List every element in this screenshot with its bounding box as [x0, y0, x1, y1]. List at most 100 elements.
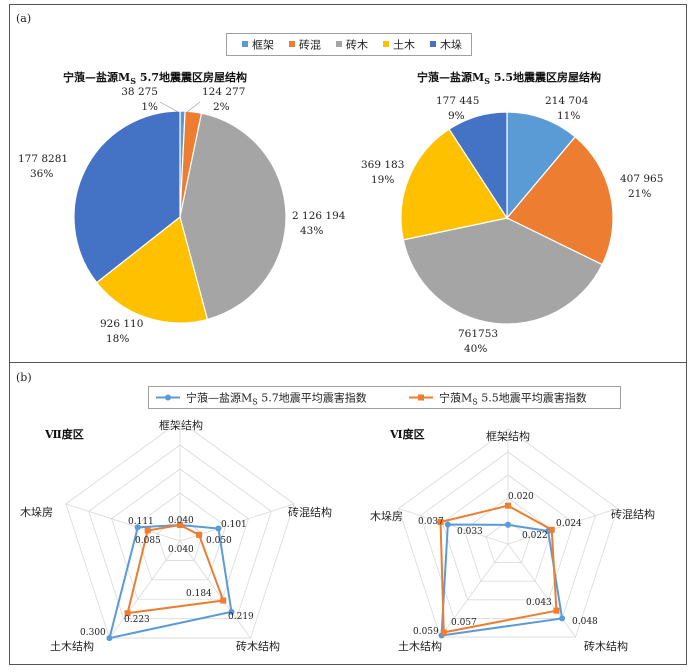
radar1-value-s1-kuangjia: 0.040 [168, 516, 194, 526]
pie2-label-percent-zhuanhun: 21% [628, 188, 651, 200]
pie-legend-label-muduo: 木垛 [440, 39, 462, 52]
pie-legend-swatch-zhuanhun [289, 41, 295, 47]
radar2-value-s2-tumu: 0.057 [451, 618, 477, 628]
radar1-series1-point-zhuanmu [228, 608, 235, 615]
radar2-series2-point-muduo [437, 519, 444, 526]
pie1-label-value-kuangjia: 38 275 [121, 86, 158, 98]
panel-b-frame [9, 362, 687, 665]
pie1-label-percent-zhuanhun: 2% [213, 101, 230, 113]
radar-legend-marker-series1 [165, 394, 171, 401]
radar2-grid-spoke [440, 543, 509, 638]
pie-legend: 框架 砖混 砖木 土木 木垛 [226, 33, 472, 56]
radar2-value-s1-zhuanmu: 0.048 [572, 617, 598, 627]
pie1-labels: 38 275 1% 124 277 2% 2 126 194 43% 926 1… [18, 86, 346, 345]
radar2-axis-muduo: 木垛房 [370, 510, 403, 523]
radar1-grid-ring [156, 516, 204, 561]
radar1-series2-point-tumu [124, 610, 131, 617]
radar2-series2-point-zhuanmu [553, 607, 560, 614]
radar1-series1-point-muduo [134, 524, 141, 531]
pie2-label-percent-tumu: 19% [371, 174, 394, 186]
radar1-series2-line [126, 523, 225, 615]
radar1-grid-ring [65, 420, 295, 639]
radar1-grid-spoke [179, 540, 251, 639]
radar1-value-s2-tumu: 0.223 [124, 615, 150, 625]
radar-legend: 宁蒗—盐源MS 5.7地震平均震害指数 宁蒗MS 5.5地震平均震害指数 [148, 386, 621, 409]
radar2-intensity-label: Ⅵ度区 [389, 427, 425, 441]
radar2-grid-spoke [398, 508, 509, 545]
radar1-grid-spoke [109, 540, 181, 639]
pie2-label-value-muduo: 177 445 [436, 95, 479, 107]
radar2-axis-zhuanmu: 砖木结构 [584, 639, 628, 653]
pie2-label-value-tumu: 369 183 [361, 159, 404, 171]
radar2-grid-spoke [507, 543, 576, 638]
radar2-value-s2-muduo: 0.037 [418, 517, 444, 527]
radar1-series1-line [108, 523, 233, 640]
pie2-label-value-zhuanmu: 761753 [458, 328, 498, 340]
pie2-slice-zhuanhun [506, 135, 614, 266]
radar2-axis-tumu: 土木结构 [398, 639, 442, 653]
radar1-series1-point-zhuanhun [215, 525, 222, 532]
radar1-grid-ring [111, 468, 249, 600]
radar1-axis-zhuanmu: 砖木结构 [236, 639, 280, 653]
radar1-axis-kuangjia: 框架结构 [159, 418, 203, 432]
radar2-value-s1-tumu: 0.059 [413, 627, 439, 637]
radar2-axis-labels: 框架结构 砖混结构 砖木结构 土木结构 木垛房 [370, 429, 655, 653]
radar1-axis-muduo: 木垛房 [20, 506, 53, 519]
pie2-slice-zhuanmu [402, 217, 604, 325]
radar2-grid-ring [485, 520, 531, 564]
pie2-label-percent-muduo: 9% [448, 110, 465, 122]
radar1-axis-labels: 框架结构 砖混结构 砖木结构 土木结构 木垛房 [20, 418, 332, 653]
radar2-grid-ring [398, 428, 618, 638]
panel-b-label: (b) [16, 371, 32, 384]
pie1-label-percent-kuangjia: 1% [141, 101, 158, 113]
radar2-value-labels: 0.020 0.024 0.022 0.048 0.043 0.059 0.05… [413, 492, 598, 637]
radar2-series1-line [440, 523, 564, 637]
radar1-intensity-label: Ⅶ度区 [44, 427, 84, 441]
radar1-axis-zhuanhun: 砖混结构 [288, 505, 332, 519]
radar1-value-s1-zhuanmu: 0.219 [228, 612, 254, 622]
pie-legend-swatch-muduo [430, 41, 436, 47]
pie2-slice-muduo [448, 111, 508, 221]
pie2-labels: 214 704 11% 407 965 21% 761753 40% 369 1… [361, 95, 663, 355]
pie2-label-value-kuangjia: 214 704 [545, 95, 589, 107]
radar2-series2-point-zhuanhun [548, 526, 555, 533]
radar1-series2-point-zhuanmu [220, 597, 227, 604]
radar-legend-label-series1: 宁蒗—盐源MS 5.7地震平均震害指数 [186, 391, 367, 407]
radar1-series2-point-muduo [144, 527, 151, 534]
radar1-value-s1-tumu: 0.300 [80, 628, 106, 638]
radar2-series2-line [439, 504, 558, 634]
radar2-grid-spoke [507, 508, 618, 545]
pie2-label-value-zhuanhun: 407 965 [620, 173, 663, 185]
pie2-label-percent-zhuanmu: 40% [464, 343, 487, 355]
radar2-series1-point-kuangjia [505, 521, 511, 528]
pie1-label-value-muduo: 177 8281 [18, 153, 68, 165]
pie-legend-label-zhuanmu: 砖木 [346, 38, 368, 52]
pie1-label-value-zhuanhun: 124 277 [202, 86, 245, 98]
radar1-series2-point-zhuanhun [196, 531, 203, 538]
radar2-value-s2-zhuanhun: 0.024 [556, 519, 582, 529]
radar1-value-s2-zhuanhun: 0.050 [206, 536, 232, 546]
pie1-leader-kuangjia [159, 101, 179, 113]
pie-legend-label-kuangjia: 框架 [252, 39, 274, 52]
radar1-value-s2-kuangjia: 0.040 [168, 545, 194, 555]
radar2-grid-ring [441, 474, 575, 601]
radar1-series1-point-tumu [106, 635, 113, 642]
radar-legend-label-series2: 宁蒗MS 5.5地震平均震害指数 [439, 391, 587, 407]
radar2-value-s2-zhuanmu: 0.043 [526, 598, 552, 608]
pie-legend-label-zhuanhun: 砖混 [299, 38, 321, 52]
pie-legend-frame [226, 33, 472, 56]
pie2-label-percent-kuangjia: 11% [557, 110, 580, 122]
pie1-label-percent-zhuanmu: 43% [300, 225, 323, 237]
pie1-slice-tumu [95, 215, 209, 324]
radar-legend-marker-series2 [418, 394, 424, 401]
panel-a-label: (a) [16, 12, 31, 25]
radar2-series1-point-zhuanmu [559, 615, 566, 622]
radar1-value-s1-muduo: 0.111 [128, 517, 154, 527]
pie1-label-percent-tumu: 18% [106, 333, 129, 345]
pie1-label-value-zhuanmu: 2 126 194 [292, 210, 346, 222]
radar1-value-s1-zhuanhun: 0.101 [221, 520, 247, 530]
radar1-axis-tumu: 土木结构 [50, 639, 94, 653]
pie-legend-label-tumu: 土木 [393, 39, 415, 52]
